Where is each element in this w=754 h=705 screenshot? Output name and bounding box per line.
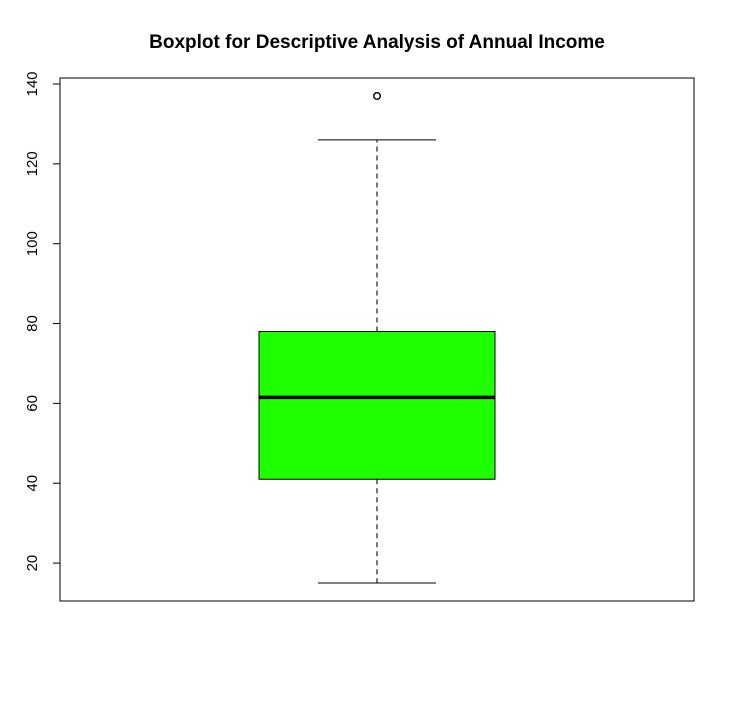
y-axis: 20 40 60 80 100 120 140 <box>24 71 61 572</box>
y-tick-label: 100 <box>24 231 41 256</box>
y-tick-label: 80 <box>24 315 41 332</box>
y-tick-label: 20 <box>24 555 41 572</box>
box-group <box>258 91 496 584</box>
y-tick-label: 40 <box>24 475 41 492</box>
interquartile-box <box>258 331 496 480</box>
outlier-point <box>373 91 382 100</box>
y-tick-label: 60 <box>24 395 41 412</box>
chart-title: Boxplot for Descriptive Analysis of Annu… <box>149 32 605 53</box>
y-tick-label: 140 <box>24 71 41 96</box>
y-tick-label: 120 <box>24 151 41 176</box>
